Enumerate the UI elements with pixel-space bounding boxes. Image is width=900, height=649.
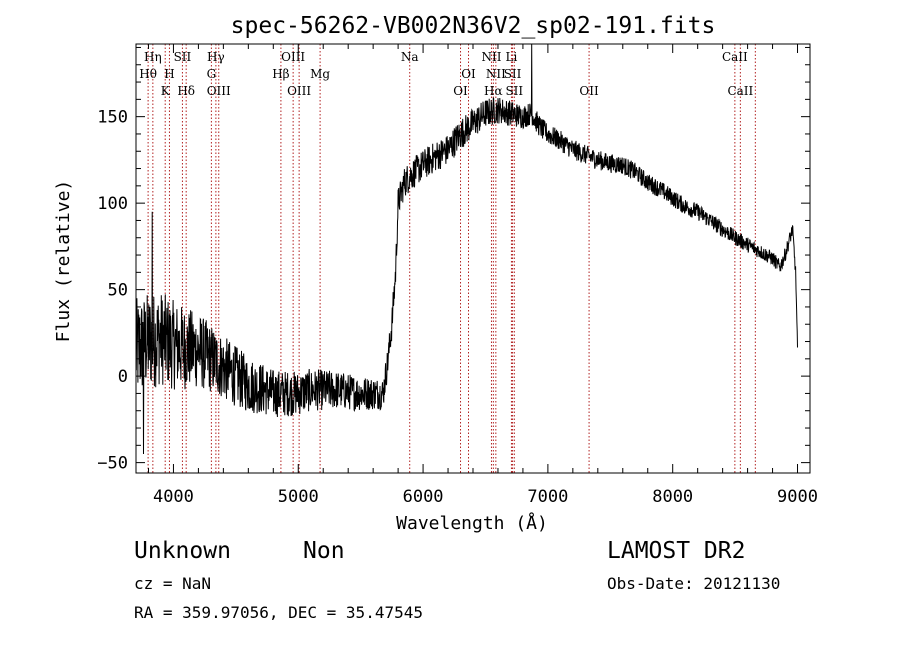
spectrum-line <box>135 43 798 455</box>
line-markers-group <box>147 44 756 473</box>
line-label: OIII <box>287 84 311 98</box>
line-label: CaII <box>722 50 748 64</box>
obs-date: Obs-Date: 20121130 <box>607 574 781 593</box>
chart-title: spec-56262-VB002N36V2_sp02-191.fits <box>231 13 716 39</box>
y-axis-label: Flux (relative) <box>53 180 74 343</box>
line-label: Hδ <box>177 84 195 98</box>
line-label: Hη <box>144 50 162 64</box>
line-label: OI <box>453 84 468 98</box>
line-label: K <box>161 84 171 98</box>
y-tick-label: 50 <box>108 281 128 301</box>
line-label: OIII <box>281 50 305 64</box>
x-tick-label: 6000 <box>403 487 444 507</box>
line-label: Mg <box>310 67 330 81</box>
plot-frame <box>135 43 811 474</box>
y-tick-label: 150 <box>97 108 128 128</box>
line-label: Hθ <box>139 67 157 81</box>
line-label: G <box>207 67 217 81</box>
x-axis-label: Wavelength (Å) <box>396 512 548 534</box>
line-label: Li <box>506 50 518 64</box>
line-label: Hβ <box>272 67 289 81</box>
line-label: Na <box>401 50 419 64</box>
line-label: Hγ <box>207 50 225 64</box>
line-label: SII <box>504 67 522 81</box>
cz-value: cz = NaN <box>134 574 212 593</box>
class-label: Unknown <box>134 538 231 564</box>
line-label: OI <box>461 67 476 81</box>
y-axis: −50 0 50 100 150 <box>97 46 810 474</box>
y-tick-label: −50 <box>97 454 128 474</box>
line-label: Hα <box>484 84 503 98</box>
x-tick-label: 7000 <box>527 487 568 507</box>
survey-label: LAMOST DR2 <box>607 538 746 564</box>
line-label: CaII <box>727 84 753 98</box>
y-tick-label: 0 <box>118 367 128 387</box>
subclass-label: Non <box>303 538 345 564</box>
x-tick-label: 5000 <box>278 487 319 507</box>
x-tick-label: 8000 <box>652 487 693 507</box>
line-label: SII <box>174 50 192 64</box>
y-tick-label: 100 <box>97 194 128 214</box>
x-axis: 4000 5000 6000 7000 8000 9000 <box>147 44 818 507</box>
line-label: OIII <box>207 84 231 98</box>
line-label: H <box>164 67 174 81</box>
ra-dec-value: RA = 359.97056, DEC = 35.47545 <box>134 603 423 622</box>
line-label: NII <box>481 50 501 64</box>
line-label: NII <box>486 67 506 81</box>
line-label: OII <box>579 84 599 98</box>
x-tick-label: 4000 <box>153 487 194 507</box>
x-tick-label: 9000 <box>777 487 818 507</box>
line-label: SII <box>505 84 523 98</box>
